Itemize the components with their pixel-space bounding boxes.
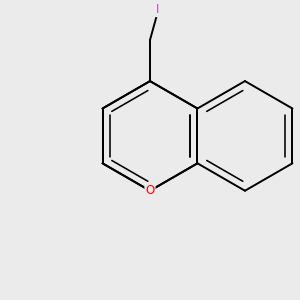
Text: O: O: [146, 184, 154, 197]
Text: I: I: [156, 3, 159, 16]
